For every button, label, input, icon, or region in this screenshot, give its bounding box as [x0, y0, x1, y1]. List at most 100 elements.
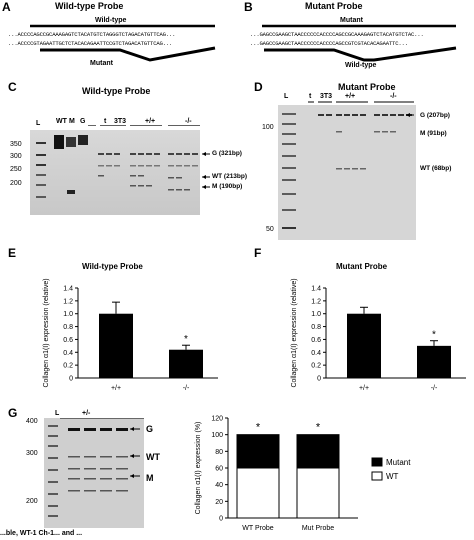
- panel-e-title: Wild-type Probe: [82, 262, 143, 271]
- panel-b-letter: B: [244, 0, 253, 14]
- panel-c-lane-wt: WT: [56, 118, 67, 125]
- panel-g-band-wt: WT: [146, 452, 160, 462]
- panel-c-lane-m: M: [69, 118, 75, 125]
- panel-b-seq2: ...GAGCCGAAGCTAACCCCCCACCCCAGCCGTCGTACAC…: [250, 40, 408, 47]
- panel-f-ytick-label: 1.2: [311, 298, 321, 305]
- panel-e-ytick-label: 0.8: [63, 324, 73, 331]
- panel-c-ladder-300: 300: [10, 153, 22, 160]
- panel-g-bar-mutant: [296, 434, 340, 469]
- panel-d-lane-3t3: 3T3: [320, 93, 333, 100]
- panel-e-letter: E: [8, 246, 17, 260]
- panel-d-ladder-100: 100: [262, 124, 274, 131]
- panel-f-category-label: +/+: [359, 385, 369, 392]
- panel-g-significance: *: [316, 422, 321, 434]
- panel-f-ytick-label: 0: [317, 376, 321, 383]
- panel-f-ylabel: Collagen α1(I) expression (relative): [291, 278, 298, 387]
- panel-e-ytick-label: 1.2: [63, 298, 73, 305]
- panel-a-title: Wild-type Probe: [55, 1, 124, 11]
- panel-e-category-label: -/-: [183, 385, 190, 392]
- panel-c-band-g: G (321bp): [212, 150, 242, 157]
- panel-a-seq1: ...ACCCCAGCCGCAAAGAGTCTACATGTCTAGGGTCTAG…: [8, 31, 176, 38]
- panel-f-bar: [417, 345, 451, 378]
- panel-f-category-label: -/-: [431, 385, 438, 392]
- panel-c-gel: [30, 125, 210, 215]
- panel-d-title: Mutant Probe: [338, 82, 396, 92]
- panel-e-ytick-label: 0.4: [63, 350, 73, 357]
- panel-a-probe-label: Wild-type: [95, 17, 127, 24]
- panel-f-ytick-label: 1.0: [311, 311, 321, 318]
- panel-g-ladder-300: 300: [26, 450, 38, 457]
- panel-g-ytick-label: 120: [211, 416, 223, 423]
- panel-e-ytick-label: 1.4: [63, 286, 73, 293]
- panel-g-legend-swatch: [371, 457, 383, 467]
- panel-e-category-label: +/+: [111, 385, 121, 392]
- panel-e-ytick-label: 0.6: [63, 337, 73, 344]
- panel-c-band-wt: WT (213bp): [212, 173, 248, 180]
- panel-b-wt-line: [264, 46, 457, 62]
- panel-g-significance: *: [256, 422, 261, 434]
- panel-g-ylabel: Collagen α1(I) expression (%): [195, 422, 202, 515]
- panel-e-significance: *: [184, 334, 188, 345]
- panel-d-lane-ko-genotype: -/-: [390, 93, 397, 100]
- panel-a-mutant-label: Mutant: [90, 60, 113, 67]
- panel-e-chart: 0 0.2 0.4 0.6 0.8 1.0 1.2 1.4 Collagen α1(I) exp…: [43, 278, 218, 392]
- panel-c-title: Wild-type Probe: [82, 86, 151, 96]
- panel-g-chart: 0 20 40 60 80 100 120 Collagen α1(I) expression…: [195, 416, 411, 533]
- panel-a-letter: A: [2, 0, 11, 14]
- panel-f-ytick-label: 0.6: [311, 337, 321, 344]
- panel-g-legend-swatch: [371, 471, 383, 481]
- panel-f-significance: *: [432, 330, 436, 341]
- panel-g-bar-mutant: [236, 434, 280, 469]
- panel-c-lane-l: L: [36, 120, 41, 127]
- panel-d-ladder-50: 50: [266, 226, 274, 233]
- panel-f-letter: F: [254, 246, 262, 260]
- panel-c-lane-ko-genotype: -/-: [185, 118, 192, 125]
- panel-g-legend-label: WT: [386, 472, 399, 481]
- panel-c-lane-3t3: 3T3: [114, 118, 127, 125]
- panel-b-wt-label: Wild-type: [345, 62, 377, 69]
- figure-caption: ...ble, WT-1 Ch-1... and ...: [0, 530, 83, 537]
- panel-c-band-m: M (190bp): [212, 183, 243, 190]
- panel-g-ytick-label: 80: [215, 449, 223, 456]
- panel-c-ladder-200: 200: [10, 180, 22, 187]
- panel-a-seq2: ...ACCCCGTAGAATTGCTCTACACAGAATTCCGTCTAGA…: [8, 40, 173, 47]
- panel-e-ylabel: Collagen α1(I) expression (relative): [43, 278, 50, 387]
- panel-g-legend-label: Mutant: [386, 458, 411, 467]
- panel-g-bar-wt: [236, 467, 280, 519]
- panel-f-ytick-label: 0.2: [311, 363, 321, 370]
- panel-c-letter: C: [8, 80, 17, 94]
- panel-c-ladder-250: 250: [10, 166, 22, 173]
- panel-c-lane-wt-genotype: +/+: [145, 118, 156, 125]
- panel-g-band-m: M: [146, 473, 154, 483]
- panel-g-gel: [44, 418, 144, 528]
- panel-g-category-label: WT Probe: [242, 525, 273, 532]
- panel-d-letter: D: [254, 80, 263, 94]
- panel-g-bar-wt: [296, 467, 340, 519]
- panel-e-bar: [169, 349, 203, 378]
- panel-a-diagram: [30, 24, 216, 62]
- panel-d-lane-wt-genotype: +/+: [345, 93, 356, 100]
- panel-g-lane-het: +/-: [82, 410, 91, 417]
- panel-g-ladder-400: 400: [26, 418, 38, 425]
- panel-c-lane-g: G: [80, 118, 86, 125]
- panel-f-bar: [347, 313, 381, 378]
- panel-b-seq1: ...GAGCCGAAGCTAACCCCCCACCCCAGCCGCAAAGAGT…: [250, 31, 424, 38]
- panel-e-ytick-label: 0: [69, 376, 73, 383]
- panel-d-gel: [278, 101, 416, 240]
- panel-g-ladder-200: 200: [26, 498, 38, 505]
- panel-d-lane-l: L: [284, 93, 289, 100]
- panel-f-ytick-label: 1.4: [311, 286, 321, 293]
- panel-g-band-g: G: [146, 424, 154, 434]
- panel-c-ladder-350: 350: [10, 141, 22, 148]
- panel-d-band-m: M (91bp): [420, 130, 447, 137]
- panel-g-ytick-label: 20: [215, 499, 223, 506]
- panel-g-letter: G: [8, 406, 18, 420]
- panel-g-lane-l: L: [55, 410, 60, 417]
- panel-b-diagram: [262, 24, 457, 62]
- panel-b-title: Mutant Probe: [305, 1, 363, 11]
- panel-g-ytick-label: 100: [211, 432, 223, 439]
- panel-f-ytick-label: 0.4: [311, 350, 321, 357]
- panel-b-probe-label: Mutant: [340, 17, 363, 24]
- panel-g-category-label: Mut Probe: [302, 525, 334, 532]
- panel-e-bar: [99, 313, 133, 378]
